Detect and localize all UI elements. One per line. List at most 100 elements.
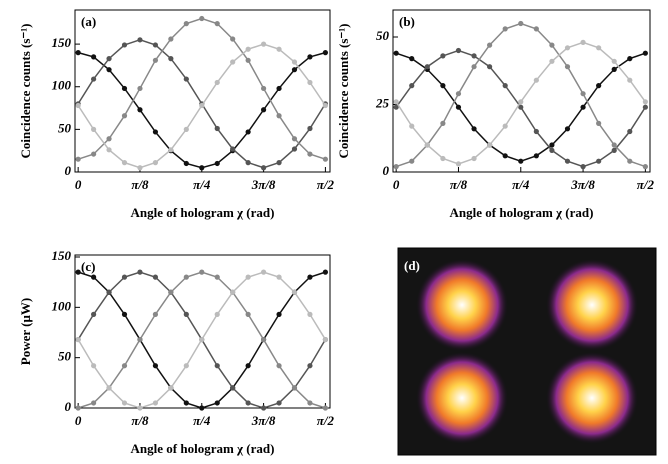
data-point xyxy=(409,124,414,129)
data-point xyxy=(627,78,632,83)
data-point xyxy=(292,67,297,72)
panel-label: (c) xyxy=(81,259,95,274)
data-point xyxy=(425,142,430,147)
data-point xyxy=(323,103,328,108)
data-point xyxy=(215,275,220,280)
x-tick-label: π/4 xyxy=(193,413,211,428)
data-point xyxy=(122,42,127,47)
data-point xyxy=(261,405,266,410)
data-point xyxy=(215,312,220,317)
data-point xyxy=(323,157,328,162)
data-point xyxy=(580,105,585,110)
y-tick-label: 100 xyxy=(52,298,72,313)
data-point xyxy=(307,151,312,156)
y-tick-label: 50 xyxy=(58,349,72,364)
panel-label: (d) xyxy=(404,258,420,273)
y-tick-label: 150 xyxy=(52,248,72,263)
data-point xyxy=(246,400,251,405)
data-point xyxy=(534,153,539,158)
data-point xyxy=(153,129,158,134)
data-point xyxy=(276,113,281,118)
x-tick-label: π/2 xyxy=(637,177,655,192)
data-point xyxy=(518,159,523,164)
data-point xyxy=(137,37,142,42)
data-point xyxy=(215,363,220,368)
data-point xyxy=(137,86,142,91)
data-point xyxy=(184,127,189,132)
data-point xyxy=(246,160,251,165)
data-point xyxy=(91,400,96,405)
data-point xyxy=(596,121,601,126)
data-point xyxy=(565,45,570,50)
data-point xyxy=(276,275,281,280)
panel-label: (b) xyxy=(399,14,415,29)
data-point xyxy=(580,40,585,45)
data-point xyxy=(534,78,539,83)
data-point xyxy=(122,275,127,280)
data-point xyxy=(292,290,297,295)
data-point xyxy=(168,385,173,390)
series-line xyxy=(396,24,645,167)
data-point xyxy=(409,56,414,61)
data-point xyxy=(168,147,173,152)
data-point xyxy=(276,160,281,165)
y-axis-label: Coincidence counts (s⁻¹) xyxy=(18,24,33,159)
data-point xyxy=(565,64,570,69)
data-point xyxy=(440,121,445,126)
y-tick-label: 150 xyxy=(52,35,72,50)
data-point xyxy=(534,129,539,134)
y-tick-label: 25 xyxy=(375,95,390,110)
data-point xyxy=(199,103,204,108)
data-point xyxy=(456,105,461,110)
x-tick-label: π/4 xyxy=(193,177,211,192)
data-point xyxy=(276,47,281,52)
data-point xyxy=(91,363,96,368)
x-tick-label: π/2 xyxy=(317,177,335,192)
y-tick-label: 0 xyxy=(383,163,390,178)
data-point xyxy=(137,270,142,275)
x-tick-label: 3π/8 xyxy=(251,177,276,192)
data-point xyxy=(425,64,430,69)
data-point xyxy=(549,148,554,153)
data-point xyxy=(76,157,81,162)
data-point xyxy=(503,26,508,31)
data-point xyxy=(261,270,266,275)
data-point xyxy=(230,36,235,41)
data-point xyxy=(394,99,399,104)
data-point xyxy=(471,126,476,131)
data-point xyxy=(91,127,96,132)
data-point xyxy=(184,76,189,81)
data-point xyxy=(292,136,297,141)
data-point xyxy=(409,159,414,164)
data-point xyxy=(76,337,81,342)
x-tick-label: π/8 xyxy=(131,413,149,428)
figure: (d) 0501001500π/8π/43π/8π/2(a)Angle of h… xyxy=(0,0,668,464)
data-point xyxy=(487,142,492,147)
data-point xyxy=(137,165,142,170)
y-tick-label: 100 xyxy=(52,78,72,93)
data-point xyxy=(137,107,142,112)
data-point xyxy=(184,21,189,26)
data-point xyxy=(91,312,96,317)
x-tick-label: π/2 xyxy=(317,413,335,428)
data-point xyxy=(261,86,266,91)
data-point xyxy=(91,151,96,156)
data-point xyxy=(215,21,220,26)
data-point xyxy=(215,126,220,131)
y-axis-label: Power (μW) xyxy=(18,298,33,365)
data-point xyxy=(246,58,251,63)
data-point xyxy=(276,363,281,368)
data-point xyxy=(643,164,648,169)
data-point xyxy=(580,91,585,96)
data-point xyxy=(307,275,312,280)
data-point xyxy=(184,312,189,317)
data-point xyxy=(153,312,158,317)
x-tick-label: π/8 xyxy=(131,177,149,192)
image-panel: (d) xyxy=(398,248,656,455)
data-point xyxy=(230,59,235,64)
data-point xyxy=(643,99,648,104)
data-point xyxy=(471,64,476,69)
y-tick-label: 50 xyxy=(376,28,390,43)
data-point xyxy=(261,337,266,342)
